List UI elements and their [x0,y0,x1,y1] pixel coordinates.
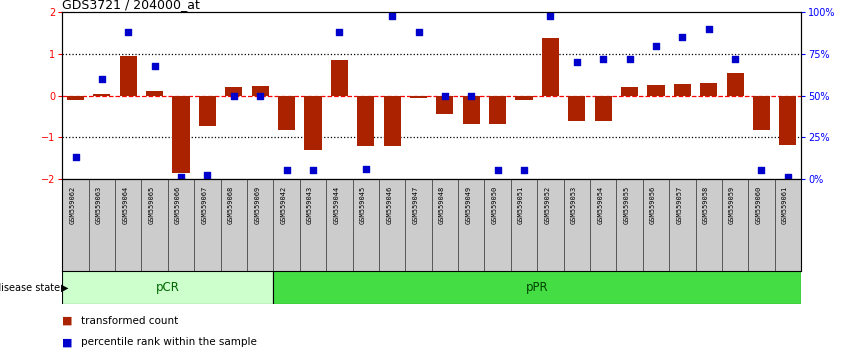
Text: ■: ■ [62,315,73,326]
Point [544,13,558,18]
Text: GSM559061: GSM559061 [782,186,788,224]
Point [95,76,109,82]
Point [570,59,584,65]
Bar [436,96,454,114]
Point [333,29,346,35]
Bar [595,96,611,121]
Text: GSM559056: GSM559056 [650,186,656,224]
Text: GSM559052: GSM559052 [545,186,551,224]
Text: ■: ■ [62,337,73,347]
Text: GSM559049: GSM559049 [465,186,471,224]
Point [148,63,162,68]
Point [649,43,662,48]
Point [754,167,768,173]
Bar [515,96,533,100]
Point [781,174,795,180]
Text: GSM559054: GSM559054 [598,186,604,224]
Text: GSM559046: GSM559046 [386,186,392,224]
Point [227,93,241,98]
Text: GSM559066: GSM559066 [175,186,181,224]
Text: GSM559043: GSM559043 [307,186,313,224]
Bar [146,91,164,96]
Text: GSM559055: GSM559055 [624,186,630,224]
Text: GSM559064: GSM559064 [122,186,128,224]
Point [201,173,215,178]
Text: percentile rank within the sample: percentile rank within the sample [81,337,257,347]
Point [385,13,399,18]
Point [464,93,478,98]
Bar [727,73,744,96]
Text: GSM559042: GSM559042 [281,186,287,224]
Text: GSM559051: GSM559051 [518,186,524,224]
Bar [674,84,691,96]
Point [438,93,452,98]
Text: GSM559069: GSM559069 [255,186,260,224]
Point [359,166,372,172]
Bar [648,85,664,96]
Text: GSM559062: GSM559062 [69,186,75,224]
Bar [357,96,374,146]
Point [491,167,505,173]
Bar [331,60,348,96]
Point [174,174,188,180]
Text: transformed count: transformed count [81,315,178,326]
Point [306,167,320,173]
Text: GSM559068: GSM559068 [228,186,234,224]
Point [623,56,637,62]
Bar [305,96,321,150]
Text: GSM559047: GSM559047 [412,186,418,224]
Point [411,29,425,35]
Point [253,93,267,98]
Bar [621,87,638,96]
Text: pPR: pPR [526,281,548,294]
Bar [252,86,268,96]
Text: pCR: pCR [156,281,180,294]
Point [517,167,531,173]
Bar [489,96,507,124]
Text: GSM559060: GSM559060 [755,186,761,224]
Text: GDS3721 / 204000_at: GDS3721 / 204000_at [62,0,200,11]
Text: GSM559053: GSM559053 [571,186,577,224]
Text: GSM559067: GSM559067 [202,186,208,224]
Point [728,56,742,62]
Text: GSM559065: GSM559065 [149,186,155,224]
Bar [199,96,216,126]
Bar [410,96,427,98]
Bar [568,96,585,120]
Text: GSM559063: GSM559063 [96,186,102,224]
Bar [67,96,84,100]
Bar [274,271,801,304]
Bar [700,83,717,96]
Text: GSM559044: GSM559044 [333,186,339,224]
Bar [779,96,797,145]
Point [675,34,689,40]
Point [597,56,611,62]
Text: GSM559058: GSM559058 [702,186,708,224]
Point [701,26,715,32]
Text: GSM559050: GSM559050 [492,186,498,224]
Point [280,167,294,173]
Bar [278,96,295,130]
Text: GSM559045: GSM559045 [359,186,365,224]
Bar [120,56,137,96]
Text: GSM559059: GSM559059 [729,186,735,224]
Bar [172,96,190,172]
Bar [462,96,480,124]
Text: GSM559057: GSM559057 [676,186,682,224]
Bar [542,38,559,96]
Point [68,154,82,160]
Bar [225,87,242,96]
Bar [62,271,274,304]
Bar [384,96,401,146]
Bar [94,93,111,96]
Text: disease state: disease state [0,282,60,293]
Point [121,29,135,35]
Text: ▶: ▶ [61,282,68,293]
Text: GSM559048: GSM559048 [439,186,445,224]
Bar [753,96,770,130]
